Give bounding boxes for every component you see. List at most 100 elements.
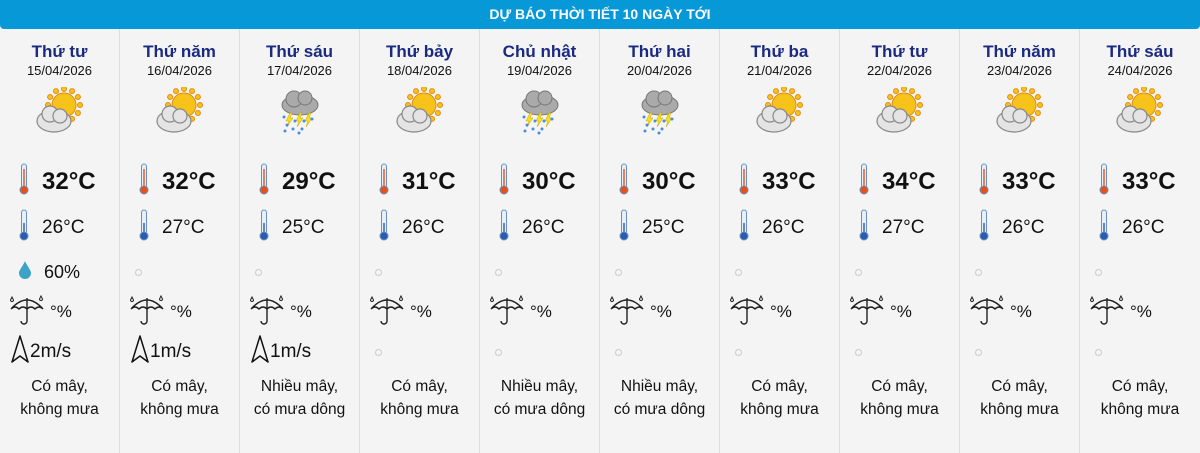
day-column: Thứ năm 16/04/2026 32°C 27°C °% 1m/s Có mây… <box>120 29 240 453</box>
day-column: Thứ năm 23/04/2026 33°C 26°C °% Có mây, khô… <box>960 29 1080 453</box>
umbrella-icon <box>728 293 766 332</box>
humidity-placeholder <box>615 261 622 283</box>
broken-image-icon <box>1095 348 1102 356</box>
humidity-placeholder <box>855 261 862 283</box>
max-temp: 30°C <box>618 163 696 202</box>
broken-image-icon <box>615 348 622 356</box>
humidity-placeholder <box>975 261 982 283</box>
humidity: 60% <box>18 260 80 285</box>
rain-chance: °% <box>368 294 432 329</box>
min-temp: 25°C <box>618 209 684 247</box>
umbrella-icon <box>848 293 886 332</box>
weather-description: Có mây, không mưa <box>860 378 939 418</box>
thermometer-hot-icon <box>18 163 30 202</box>
broken-image-icon <box>615 268 622 276</box>
day-name: Thứ năm <box>983 42 1056 61</box>
rain-chance: °% <box>488 294 552 329</box>
broken-image-icon <box>735 348 742 356</box>
rain-chance: °% <box>608 294 672 329</box>
day-date: 22/04/2026 <box>866 63 933 78</box>
min-temp: 27°C <box>138 209 204 247</box>
broken-image-icon <box>375 348 382 356</box>
forecast-columns: Thứ tư 15/04/2026 32°C 26°C 60% °% 2m/s Có m… <box>0 29 1200 453</box>
day-name: Thứ tư <box>31 42 88 61</box>
rain-chance: °% <box>8 293 72 332</box>
wind-placeholder <box>855 337 862 367</box>
thermometer-cold-icon <box>378 209 390 247</box>
max-temp: 33°C <box>1098 163 1176 202</box>
thermometer-cold-icon <box>498 209 510 247</box>
day-date: 23/04/2026 <box>986 63 1053 78</box>
day-date: 15/04/2026 <box>26 63 93 78</box>
umbrella-icon <box>968 293 1006 332</box>
day-column: Thứ sáu 17/04/2026 29°C 25°C °% 1m/s Nhiều … <box>240 29 360 453</box>
wind-speed: 1m/s <box>130 335 191 369</box>
weather-description: Có mây, không mưa <box>980 378 1059 418</box>
thermometer-cold-icon <box>738 209 750 247</box>
thermometer-cold-icon <box>1098 209 1110 247</box>
min-temp: 26°C <box>18 209 84 247</box>
min-temp: 26°C <box>978 209 1044 245</box>
rain-chance: °% <box>1088 293 1152 332</box>
rain-chance: °% <box>848 293 912 332</box>
rain-chance: °% <box>728 293 792 332</box>
wind-placeholder <box>1095 337 1102 367</box>
umbrella-icon <box>248 293 286 332</box>
day-column: Thứ tư 15/04/2026 32°C 26°C 60% °% 2m/s Có m… <box>0 29 120 453</box>
partly-cloudy-sun-icon <box>752 86 804 139</box>
broken-image-icon <box>375 268 382 276</box>
min-temp: 26°C <box>1098 209 1164 247</box>
broken-image-icon <box>495 268 502 276</box>
partly-cloudy-sun-icon <box>872 86 924 139</box>
broken-image-icon <box>975 268 982 276</box>
wind-placeholder <box>615 337 622 367</box>
thunderstorm-icon <box>632 87 684 139</box>
wind-placeholder <box>375 337 382 367</box>
umbrella-icon <box>8 293 46 332</box>
wind-speed: 2m/s <box>10 335 71 369</box>
min-temp: 27°C <box>858 209 924 247</box>
wind-placeholder <box>735 337 742 367</box>
humidity-placeholder <box>495 261 502 283</box>
humidity-placeholder <box>735 261 742 283</box>
thermometer-cold-icon <box>18 209 30 247</box>
thermometer-hot-icon <box>258 163 270 202</box>
day-name: Thứ bảy <box>385 42 454 61</box>
day-column: Thứ sáu 24/04/2026 33°C 26°C °% Có mây, khô… <box>1080 29 1200 453</box>
day-date: 20/04/2026 <box>626 63 693 78</box>
wind-direction-icon <box>250 335 270 369</box>
day-column: Chủ nhật 19/04/2026 30°C 26°C °% Nhiều mây… <box>480 29 600 453</box>
day-name: Chủ nhật <box>502 42 577 61</box>
thermometer-cold-icon <box>618 209 630 247</box>
max-temp: 34°C <box>858 163 936 199</box>
day-name: Thứ năm <box>143 42 216 61</box>
wind-placeholder <box>495 337 502 367</box>
day-name: Thứ sáu <box>1106 42 1174 61</box>
thermometer-cold-icon <box>138 209 150 247</box>
max-temp: 33°C <box>738 163 816 199</box>
wind-placeholder <box>975 337 982 367</box>
thermometer-hot-icon <box>1098 163 1110 202</box>
day-date: 16/04/2026 <box>146 63 213 78</box>
broken-image-icon <box>735 268 742 276</box>
min-temp: 26°C <box>498 209 564 247</box>
wind-direction-icon <box>10 335 30 369</box>
day-date: 21/04/2026 <box>746 63 813 78</box>
water-drop-icon <box>18 260 32 285</box>
wind-direction-icon <box>130 335 150 369</box>
umbrella-icon <box>1088 293 1126 332</box>
broken-image-icon <box>975 348 982 356</box>
broken-image-icon <box>1095 268 1102 276</box>
broken-image-icon <box>855 268 862 276</box>
forecast-header: DỰ BÁO THỜI TIẾT 10 NGÀY TỚI <box>0 0 1200 29</box>
day-name: Thứ sáu <box>265 42 334 61</box>
rain-chance: °% <box>128 294 192 329</box>
thermometer-hot-icon <box>498 163 510 202</box>
thermometer-hot-icon <box>978 163 990 202</box>
day-column: Thứ tư 22/04/2026 34°C 27°C °% Có mây, khôn… <box>840 29 960 453</box>
thermometer-cold-icon <box>858 209 870 247</box>
partly-cloudy-sun-icon <box>392 86 444 139</box>
weather-description: Có mây, không mưa <box>380 378 459 418</box>
thermometer-hot-icon <box>618 163 630 202</box>
wind-speed: 1m/s <box>250 335 311 369</box>
